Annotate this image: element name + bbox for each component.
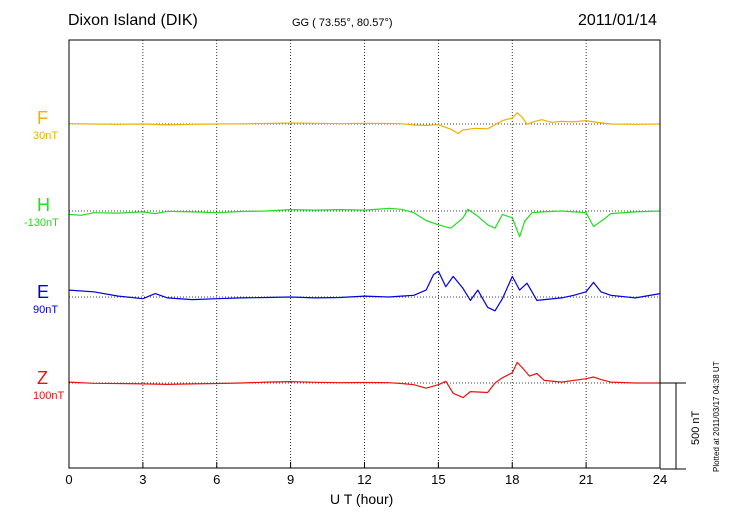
series-name-e: E bbox=[37, 282, 50, 302]
plotted-note: Plotted at 2011/03/17 04:38 UT bbox=[712, 361, 721, 472]
x-tick-label: 6 bbox=[213, 472, 220, 487]
date-label: 2011/01/14 bbox=[578, 12, 657, 29]
series-name-f: F bbox=[37, 108, 48, 128]
series-line-z bbox=[68, 361, 660, 399]
series-line-e bbox=[68, 270, 661, 312]
x-tick-label: 9 bbox=[287, 472, 294, 487]
geographic-coordinates: GG ( 73.55°, 80.57°) bbox=[292, 17, 393, 29]
scale-bar-label: 500 nT bbox=[690, 410, 702, 445]
x-tick-label: 12 bbox=[357, 472, 371, 487]
series-line-h bbox=[68, 207, 661, 238]
x-tick-label: 21 bbox=[579, 472, 593, 487]
x-tick-label: 3 bbox=[139, 472, 146, 487]
grid-lines bbox=[142, 40, 587, 468]
x-tick-label: 15 bbox=[431, 472, 445, 487]
scale-bar bbox=[660, 382, 686, 470]
x-axis-label: U T (hour) bbox=[330, 491, 394, 507]
series-line-f bbox=[68, 112, 661, 135]
x-tick-label: 18 bbox=[505, 472, 519, 487]
series-offset-h: -130nT bbox=[24, 217, 59, 229]
series-name-z: Z bbox=[37, 368, 48, 388]
series-offset-e: 90nT bbox=[33, 304, 59, 316]
x-tick-label: 24 bbox=[653, 472, 667, 487]
x-tick-label: 0 bbox=[65, 472, 72, 487]
series-lines bbox=[68, 112, 661, 399]
series-offset-f: 30nT bbox=[33, 130, 59, 142]
station-title: Dixon Island (DIK) bbox=[68, 12, 198, 29]
series-offset-z: 100nT bbox=[33, 390, 65, 402]
axis-ticks: 0 3 6 9 12 15 18 21 24 bbox=[65, 462, 667, 487]
series-name-h: H bbox=[37, 195, 50, 215]
